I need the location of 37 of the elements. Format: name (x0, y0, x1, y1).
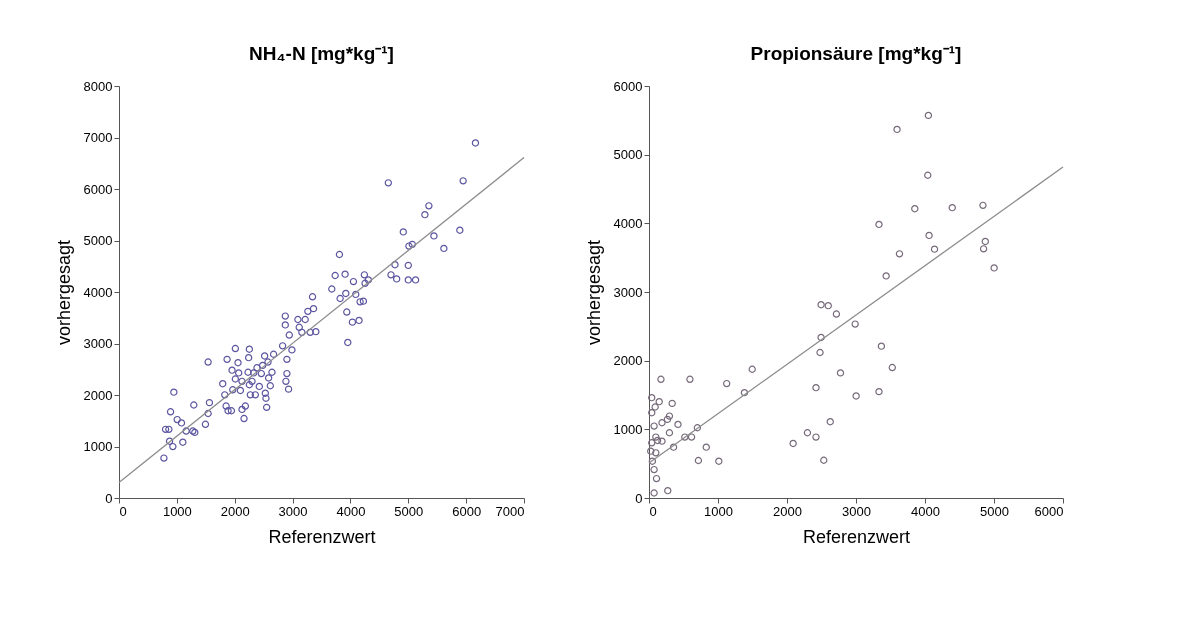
y-tick-label: 2000 (613, 353, 643, 369)
x-tick-label: 7000 (495, 503, 525, 519)
y-tick-label: 5000 (83, 233, 113, 248)
y-axis-title: vorhergesagt (583, 239, 604, 346)
x-tick-label: 3000 (842, 503, 871, 519)
x-tick-label: 6000 (452, 503, 482, 519)
y-tick-label: 4000 (83, 284, 113, 300)
y-tick-label: 8000 (83, 78, 113, 94)
x-tick-label: 1000 (704, 503, 733, 519)
chart-title: Propionsäure [mg*kg⁻¹] (750, 43, 962, 64)
x-tick-label: 2000 (773, 503, 802, 519)
x-tick-label: 1000 (162, 503, 192, 519)
y-tick-label: 0 (635, 490, 643, 506)
x-tick-label: 3000 (278, 503, 308, 519)
chart-title: NH₄-N [mg*kg⁻¹] (249, 43, 394, 64)
x-tick-label: 4000 (911, 503, 940, 519)
y-tick-label: 5000 (613, 147, 643, 163)
x-tick-label: 4000 (336, 503, 366, 519)
x-tick-label: 6000 (1034, 503, 1064, 519)
y-tick-label: 3000 (613, 284, 643, 300)
y-tick-label: 3000 (83, 336, 113, 351)
y-tick-label: 6000 (83, 181, 113, 197)
y-tick-label: 7000 (83, 130, 113, 145)
y-tick-label: 6000 (613, 78, 643, 94)
y-tick-label: 4000 (613, 215, 643, 231)
x-tick-label: 0 (119, 503, 127, 519)
y-tick-label: 2000 (83, 387, 113, 403)
y-tick-label: 1000 (83, 439, 113, 454)
y-tick-label: 1000 (613, 421, 643, 437)
x-tick-label: 5000 (980, 503, 1009, 519)
x-tick-label: 5000 (394, 503, 424, 519)
y-tick-label: 0 (105, 490, 113, 506)
x-axis-title: Referenzwert (802, 526, 911, 547)
x-tick-label: 2000 (220, 503, 250, 519)
x-tick-label: 0 (649, 503, 657, 519)
x-axis-title: Referenzwert (268, 526, 376, 547)
y-axis-title: vorhergesagt (53, 239, 74, 346)
